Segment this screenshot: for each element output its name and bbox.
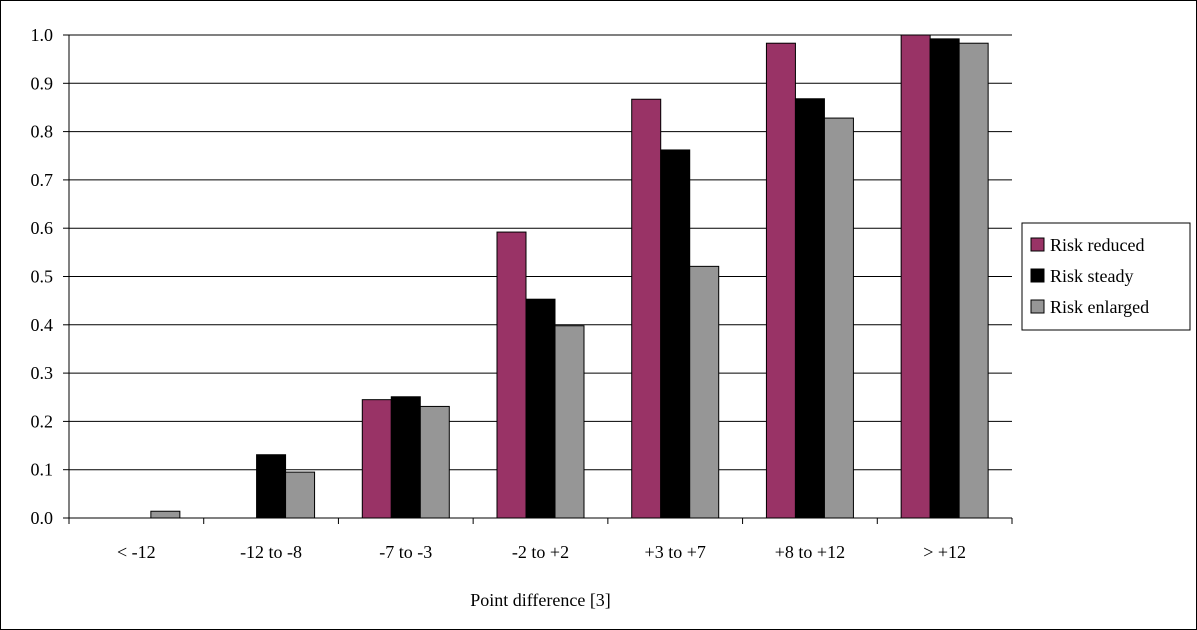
bar-risk-steady-5	[794, 98, 825, 519]
x-tick-label: -7 to -3	[379, 542, 432, 562]
bar-risk-enlarged-0	[150, 510, 181, 519]
bar-risk-reduced-2	[361, 399, 392, 519]
bars	[150, 34, 989, 519]
bar-risk-reduced-6	[900, 34, 931, 519]
gridlines	[69, 34, 1012, 471]
legend-box	[1021, 222, 1191, 331]
axes	[63, 34, 1013, 524]
y-tick-label: 0.7	[31, 170, 54, 190]
legend-label: Risk enlarged	[1050, 297, 1149, 317]
bar-risk-steady-4	[660, 149, 691, 519]
bar-risk-reduced-3	[496, 231, 527, 519]
y-tick-label: 0.1	[31, 460, 54, 480]
bar-risk-enlarged-2	[419, 405, 450, 519]
x-axis-title: Point difference [3]	[470, 590, 611, 610]
bar-risk-enlarged-6	[958, 42, 989, 519]
bar-risk-enlarged-3	[554, 325, 585, 519]
bar-risk-enlarged-4	[689, 265, 720, 519]
y-tick-label: 0.2	[31, 411, 54, 431]
y-tick-label: 0.9	[31, 73, 54, 93]
y-tick-label: 0.8	[31, 122, 54, 142]
x-tick-label: < -12	[117, 542, 156, 562]
y-tick-label: 0.5	[31, 267, 54, 287]
x-tick-label: -12 to -8	[240, 542, 302, 562]
y-tick-label: 0.0	[31, 508, 54, 528]
y-tick-label: 1.0	[31, 25, 54, 45]
x-tick-label: > +12	[923, 542, 966, 562]
y-tick-labels: 0.0 0.1 0.2 0.3 0.4 0.5 0.6 0.7 0.8 0.9 1.0	[31, 25, 54, 528]
legend-label: Risk steady	[1050, 266, 1134, 286]
bar-risk-reduced-5	[765, 42, 796, 519]
legend-swatch	[1030, 237, 1045, 252]
bar-risk-steady-2	[390, 396, 421, 519]
y-tick-label: 0.4	[31, 315, 54, 335]
y-tick-label: 0.6	[31, 218, 54, 238]
legend-label: Risk reduced	[1050, 235, 1144, 255]
legend-swatch	[1030, 268, 1045, 283]
legend-swatch	[1030, 299, 1045, 314]
bar-risk-reduced-4	[631, 98, 662, 519]
bar-risk-steady-1	[256, 454, 287, 519]
bar-risk-enlarged-1	[285, 471, 316, 519]
x-tick-labels: < -12 -12 to -8 -7 to -3 -2 to +2 +3 to +7 +8…	[117, 542, 966, 562]
x-tick-label: -2 to +2	[512, 542, 569, 562]
bar-risk-enlarged-5	[823, 117, 854, 519]
bar-risk-steady-3	[525, 298, 556, 519]
x-tick-label: +3 to +7	[645, 542, 706, 562]
y-tick-label: 0.3	[31, 363, 54, 383]
bar-risk-steady-6	[929, 38, 960, 519]
legend: Risk reduced Risk steady Risk enlarged	[1021, 222, 1191, 331]
x-tick-label: +8 to +12	[775, 542, 845, 562]
